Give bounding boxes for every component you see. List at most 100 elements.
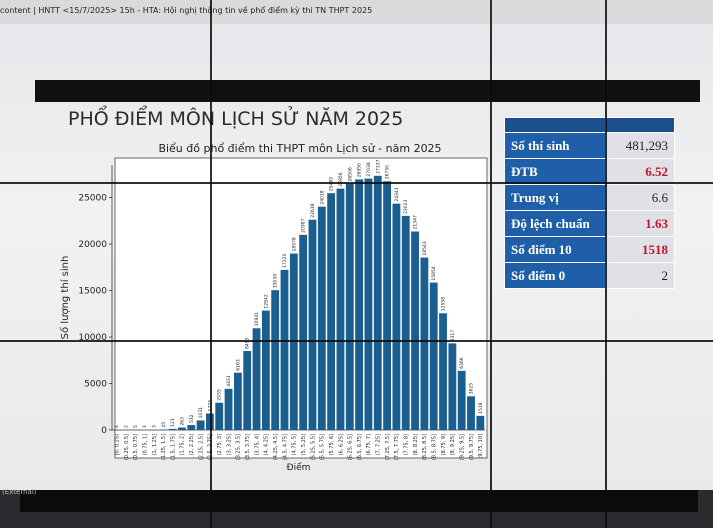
- bar: [215, 402, 224, 430]
- row-value: 2: [605, 262, 675, 289]
- row-value: 481,293: [605, 132, 675, 159]
- bar: [457, 370, 466, 430]
- taskbar-label: (External): [2, 488, 37, 496]
- bar: [187, 425, 196, 430]
- x-tick-label: [0, 0.25): [114, 434, 120, 455]
- bar: [168, 428, 177, 430]
- x-tick-label: (6, 6.25]: [338, 434, 344, 455]
- bar: [467, 396, 475, 430]
- value-label: 15039: [273, 274, 279, 288]
- value-label: 15854: [431, 266, 437, 280]
- bar: [224, 388, 233, 430]
- value-label: 3: [151, 425, 157, 428]
- x-tick-label: (8, 8.25]: [413, 434, 419, 455]
- x-tick-label: (7.75, 8]: [404, 434, 410, 455]
- x-tick-label: (0.25, 0.5]: [124, 434, 130, 460]
- bar: [420, 257, 429, 430]
- bar: [429, 282, 438, 430]
- x-tick-label: (6.25, 6.5]: [348, 434, 354, 460]
- row-label: Độ lệch chuẩn: [504, 210, 606, 237]
- table-row: Số điểm 10 1518: [504, 236, 675, 263]
- row-value: 1518: [605, 236, 675, 263]
- screen-seam: [0, 340, 713, 342]
- y-tick-label: 15000: [78, 287, 107, 297]
- row-value: 1.63: [605, 210, 675, 237]
- value-label: 532: [189, 414, 195, 423]
- x-tick-label: (9.25, 9.5]: [459, 434, 465, 460]
- x-tick-label: (4, 4.25]: [264, 434, 270, 455]
- bar: [299, 234, 308, 430]
- row-label: Trung vị: [504, 184, 606, 211]
- row-value: 6.52: [605, 158, 675, 185]
- bar: [178, 427, 186, 430]
- bar: [476, 415, 485, 430]
- value-label: 1518: [478, 402, 484, 414]
- x-tick-label: (9.75, 10]: [478, 434, 484, 459]
- x-tick-label: (2.25, 2.5]: [198, 434, 204, 460]
- bar: [401, 215, 410, 430]
- x-tick-label: (1, 1.25]: [152, 434, 158, 455]
- x-tick-label: (4.75, 5]: [292, 434, 298, 455]
- bar: [205, 413, 214, 430]
- value-label: 2: [123, 425, 129, 428]
- table-row: Trung vị 6.6: [504, 184, 675, 211]
- x-tick-label: (1.75, 2]: [180, 434, 186, 455]
- table-header: [504, 117, 675, 133]
- x-tick-label: (6.5, 6.75]: [357, 434, 363, 460]
- x-tick-label: (7, 7.25]: [376, 434, 382, 455]
- slide-title: PHỔ ĐIỂM MÔN LỊCH SỬ NĂM 2025: [68, 108, 404, 130]
- value-label: 10941: [254, 312, 260, 326]
- value-label: 18978: [291, 237, 297, 251]
- value-label: 2935: [217, 389, 223, 401]
- window-title: content | HNTT <15/7/2025> 15h - HTA: Hộ…: [0, 6, 373, 15]
- screen-seam: [490, 0, 492, 528]
- row-label: Số điểm 10: [504, 236, 606, 263]
- bar: [252, 328, 261, 430]
- chart-title: Biểu đồ phổ điểm thi THPT môn Lịch sử - …: [158, 142, 441, 155]
- bar: [280, 269, 289, 430]
- value-label: 6163: [235, 359, 241, 371]
- row-label: Số thí sinh: [504, 132, 606, 159]
- browser-bar: [0, 0, 713, 24]
- y-tick-label: 5000: [84, 380, 107, 390]
- y-tick-label: 20000: [78, 240, 107, 250]
- bar: [336, 188, 345, 430]
- x-tick-label: (3.75, 4]: [254, 434, 260, 455]
- bar: [233, 372, 242, 430]
- bar: [243, 351, 252, 430]
- value-label: 26950: [357, 163, 363, 177]
- bar: [373, 175, 382, 430]
- value-label: 23023: [403, 199, 409, 213]
- x-tick-label: (9.5, 9.75]: [469, 434, 475, 460]
- value-label: 8493: [245, 337, 251, 349]
- y-axis-title: Số lượng thí sinh: [59, 256, 71, 340]
- bar: [448, 343, 457, 430]
- value-label: 21347: [413, 215, 419, 229]
- x-tick-label: (3.5, 3.75]: [245, 434, 251, 460]
- y-tick-label: 25000: [78, 194, 107, 204]
- bar: [383, 181, 392, 430]
- value-label: 12558: [441, 297, 447, 311]
- row-label: Số điểm 0: [504, 262, 606, 289]
- bar: [364, 178, 373, 430]
- y-tick-label: 0: [101, 426, 107, 436]
- screen-seam: [210, 0, 212, 528]
- value-label: 27337: [375, 159, 381, 173]
- x-tick-label: (1.5, 1.75]: [170, 434, 176, 460]
- value-label: 9317: [450, 330, 456, 342]
- bar: [327, 193, 336, 430]
- bar: [196, 420, 205, 430]
- value-label: 3625: [469, 383, 475, 395]
- value-label: 27038: [366, 162, 372, 176]
- value-label: 24341: [394, 187, 400, 201]
- value-label: 6366: [459, 357, 465, 369]
- x-tick-label: (3, 3.25]: [226, 434, 232, 455]
- bar: [308, 219, 317, 430]
- value-label: 263: [179, 417, 185, 426]
- value-label: 18543: [422, 241, 428, 255]
- bar: [261, 310, 270, 430]
- bar: [392, 203, 401, 430]
- x-tick-label: (4.25, 4.5]: [273, 434, 279, 460]
- x-tick-label: (5.75, 6]: [329, 434, 335, 455]
